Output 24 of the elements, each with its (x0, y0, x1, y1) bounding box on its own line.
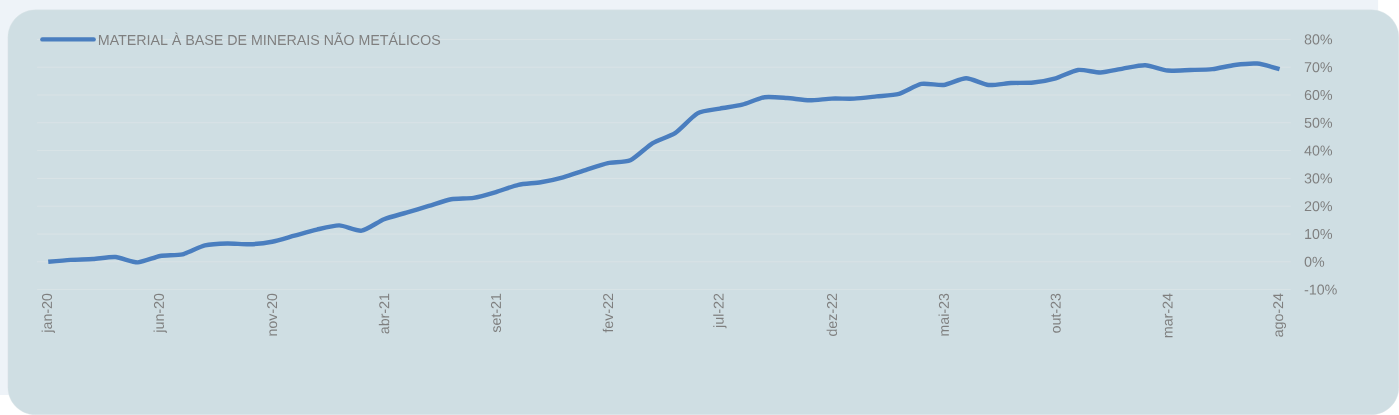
x-tick-label: out-23 (1050, 293, 1061, 333)
y-tick-label: -10% (1304, 284, 1337, 295)
y-tick-label: 80% (1304, 34, 1333, 45)
y-tick-label: 0% (1304, 256, 1325, 267)
x-tick-label: fev-22 (602, 293, 614, 333)
x-tick-label: mai-23 (938, 293, 949, 336)
x-tick-label: mar-24 (1162, 293, 1173, 338)
x-tick-label: set-21 (490, 293, 502, 333)
x-tick-label: jan-20 (41, 293, 55, 334)
y-tick-label: 70% (1304, 62, 1333, 73)
y-tick-label: 30% (1304, 173, 1333, 184)
x-tick-label: ago-24 (1273, 293, 1287, 337)
line-series (46, 61, 1282, 265)
x-tick-label: jun-20 (153, 293, 167, 334)
x-tick-label: dez-22 (826, 293, 838, 337)
legend-label: MATERIAL À BASE DE MINERAIS NÃO METÁLICOS (98, 32, 441, 46)
x-tick-label: abr-21 (378, 293, 390, 334)
y-tick-label: 20% (1304, 201, 1333, 212)
x-tick-label: nov-20 (267, 293, 278, 336)
y-tick-label: 40% (1304, 145, 1333, 156)
x-tick-label: jul-22 (713, 293, 727, 329)
y-tick-label: 60% (1304, 90, 1333, 101)
y-tick-label: 50% (1304, 117, 1333, 128)
y-tick-label: 10% (1305, 229, 1333, 240)
